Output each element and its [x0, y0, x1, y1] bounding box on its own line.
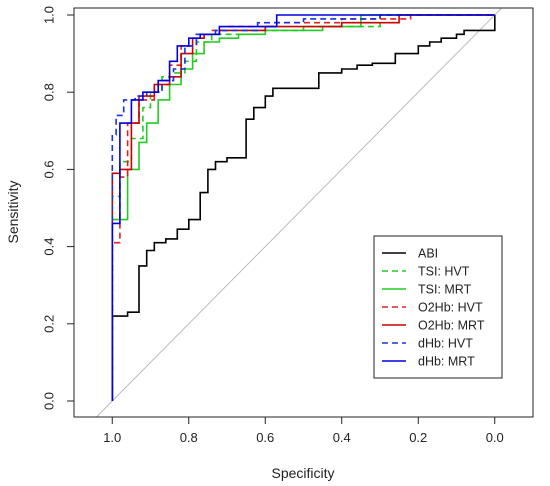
legend-label: dHb: HVT: [418, 337, 473, 351]
legend-label: TSI: HVT: [418, 265, 470, 279]
reference-diagonal-layer: [95, 8, 503, 417]
roc-line-tsi-mrt: [111, 14, 495, 401]
legend-label: dHb: MRT: [418, 355, 475, 369]
reference-diagonal-line: [95, 8, 503, 417]
x-tick-label: 0.2: [409, 430, 427, 445]
x-axis-label: Specificity: [271, 465, 334, 481]
y-axis-label: Sensitivity: [5, 180, 21, 243]
legend-label: O2Hb: HVT: [418, 301, 483, 315]
legend: ABI TSI: HVT TSI: MRT O2Hb: HVT O2Hb: MRT dHb…: [373, 235, 503, 379]
legend-label: ABI: [418, 247, 438, 261]
y-tick-label: 0.6: [41, 160, 56, 178]
y-axis: 0.0 0.2 0.4 0.6 0.8 1.0: [41, 6, 75, 410]
y-tick-label: 1.0: [41, 6, 56, 24]
y-tick-label: 0.2: [41, 315, 56, 333]
roc-line-dhb-hvt: [111, 14, 495, 401]
roc-series-layer: [111, 14, 496, 401]
legend-label: O2Hb: MRT: [418, 319, 485, 333]
y-tick-label: 0.4: [41, 238, 56, 256]
x-tick-label: 0.4: [333, 430, 351, 445]
x-axis: 1.0 0.8 0.6 0.4 0.2 0.0: [103, 416, 504, 445]
x-tick-label: 0.6: [256, 430, 274, 445]
y-tick-label: 0.0: [41, 392, 56, 410]
x-tick-label: 0.0: [486, 430, 504, 445]
legend-label: TSI: MRT: [418, 283, 472, 297]
x-tick-label: 1.0: [103, 430, 121, 445]
roc-line-abi: [111, 15, 496, 401]
roc-line-dhb-mrt: [111, 14, 495, 401]
y-tick-label: 0.8: [41, 83, 56, 101]
x-tick-label: 0.8: [180, 430, 198, 445]
roc-line-o2hb-mrt: [111, 14, 495, 401]
